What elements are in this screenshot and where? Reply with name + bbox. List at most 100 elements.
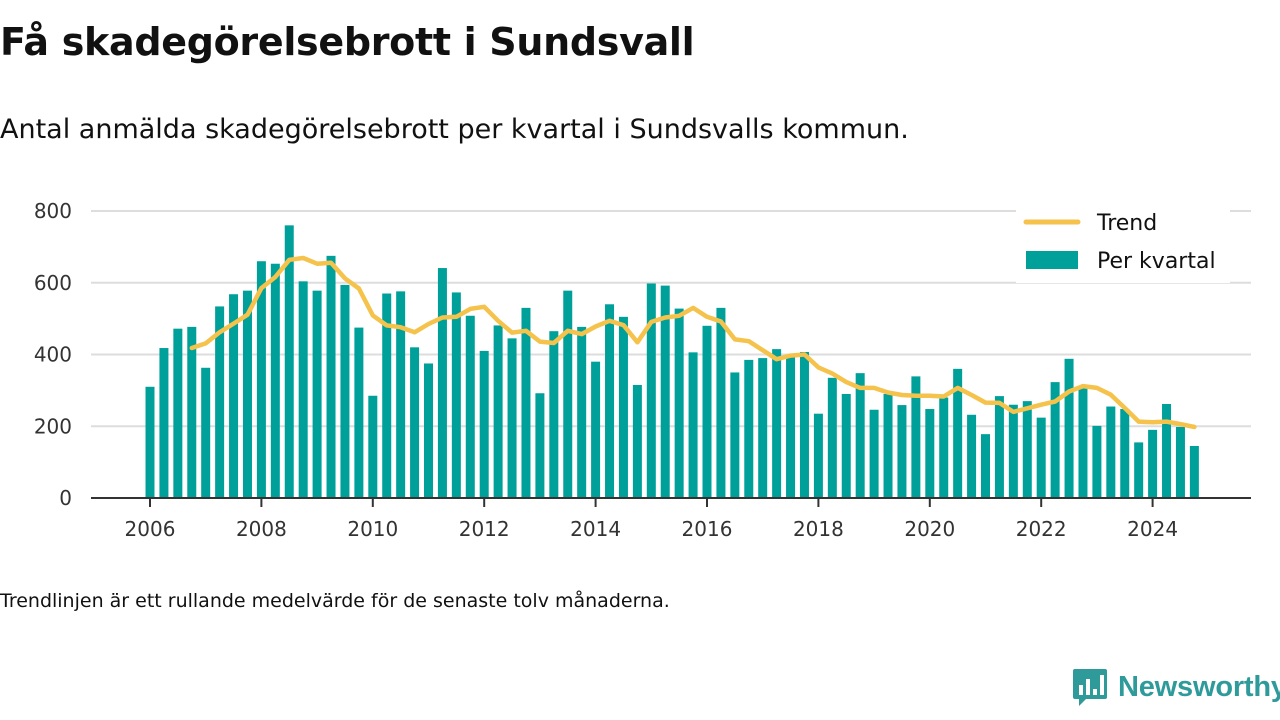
bar (1148, 429, 1158, 498)
bar (229, 294, 239, 498)
bar (1134, 442, 1144, 498)
bar-series (145, 225, 1199, 498)
x-tick-label: 2020 (904, 517, 955, 541)
bar (591, 361, 601, 498)
bar (646, 283, 656, 498)
bar (953, 368, 963, 498)
x-tick-label: 2018 (793, 517, 844, 541)
x-tick-label: 2024 (1127, 517, 1178, 541)
bar (1189, 445, 1199, 498)
y-axis-tick-labels: 0 200 400 600 800 (34, 199, 72, 510)
x-tick-label: 2008 (236, 517, 287, 541)
bar (855, 373, 865, 498)
bar (786, 357, 796, 498)
bar (674, 308, 684, 498)
bar (493, 325, 503, 498)
footnote: Trendlinjen är ett rullande medelvärde f… (0, 590, 670, 612)
bar (173, 328, 183, 498)
x-tick-label: 2012 (459, 517, 510, 541)
legend-background (1016, 203, 1230, 283)
bar (618, 316, 628, 498)
bar (368, 395, 378, 498)
bar (716, 307, 726, 498)
bar (660, 285, 670, 498)
trend-line (189, 255, 1197, 430)
bar (1008, 404, 1018, 498)
bar (270, 263, 280, 498)
bar (396, 291, 406, 498)
bar (730, 372, 740, 498)
bar (159, 348, 169, 498)
bar (813, 413, 823, 498)
bar (1064, 358, 1074, 498)
legend: Trend Per kvartal (1016, 203, 1230, 283)
bar (1036, 417, 1046, 498)
bar (215, 306, 225, 498)
bar (939, 397, 949, 498)
bar (1078, 386, 1088, 498)
bar (1050, 382, 1060, 498)
bar (1092, 425, 1102, 498)
x-tick-label: 2022 (1016, 517, 1067, 541)
bar-chart-speech-bubble-icon (1073, 669, 1107, 706)
bar (201, 367, 211, 498)
bar (145, 386, 155, 498)
y-tick-label: 200 (34, 414, 72, 438)
bar (1022, 401, 1032, 498)
bar (883, 393, 893, 498)
bar (605, 304, 615, 498)
bar (1175, 426, 1185, 498)
bar (451, 292, 461, 498)
bar (1106, 406, 1116, 498)
x-tick-label: 2006 (125, 517, 176, 541)
bar (437, 268, 447, 498)
y-tick-label: 400 (34, 343, 72, 367)
bar (535, 393, 545, 498)
bar (187, 326, 197, 498)
bar (799, 351, 809, 498)
chart-title: Få skadegörelsebrott i Sundsvall (0, 20, 695, 64)
y-tick-label: 800 (34, 199, 72, 223)
bar (284, 225, 294, 498)
bar (744, 359, 754, 498)
bar (897, 405, 907, 498)
bar (521, 307, 531, 498)
x-axis-tick-labels: 2006 2008 2010 2012 2014 2016 2018 2020 2022 2024 (125, 498, 1178, 541)
bar (382, 293, 392, 498)
bar (702, 325, 712, 498)
bar (577, 326, 587, 498)
legend-label-trend: Trend (1096, 211, 1157, 236)
bar (994, 396, 1004, 498)
bar (1120, 409, 1130, 498)
bar (549, 331, 559, 498)
bar (911, 376, 921, 498)
bar (632, 384, 642, 498)
chart-subtitle: Antal anmälda skadegörelsebrott per kvar… (0, 114, 909, 145)
bar (507, 338, 517, 498)
bar (479, 350, 489, 498)
bar (298, 281, 308, 498)
bar (410, 347, 420, 498)
brand-name: Newsworthy (1118, 670, 1280, 703)
bar (688, 352, 698, 498)
bar (326, 255, 336, 498)
x-tick-label: 2010 (347, 517, 398, 541)
bar (563, 290, 573, 498)
y-tick-label: 600 (34, 271, 72, 295)
x-tick-label: 2014 (570, 517, 621, 541)
bar (1162, 404, 1172, 498)
bar (340, 284, 350, 498)
bar (925, 409, 935, 498)
bar (354, 327, 364, 498)
bar (827, 377, 837, 498)
bar (256, 261, 266, 498)
trend-series (189, 255, 1197, 430)
bar (465, 315, 475, 498)
bar (772, 349, 782, 498)
bar (758, 358, 768, 498)
y-tick-label: 0 (59, 486, 72, 510)
bar (242, 290, 252, 498)
bar (424, 363, 433, 498)
x-tick-label: 2016 (682, 517, 733, 541)
